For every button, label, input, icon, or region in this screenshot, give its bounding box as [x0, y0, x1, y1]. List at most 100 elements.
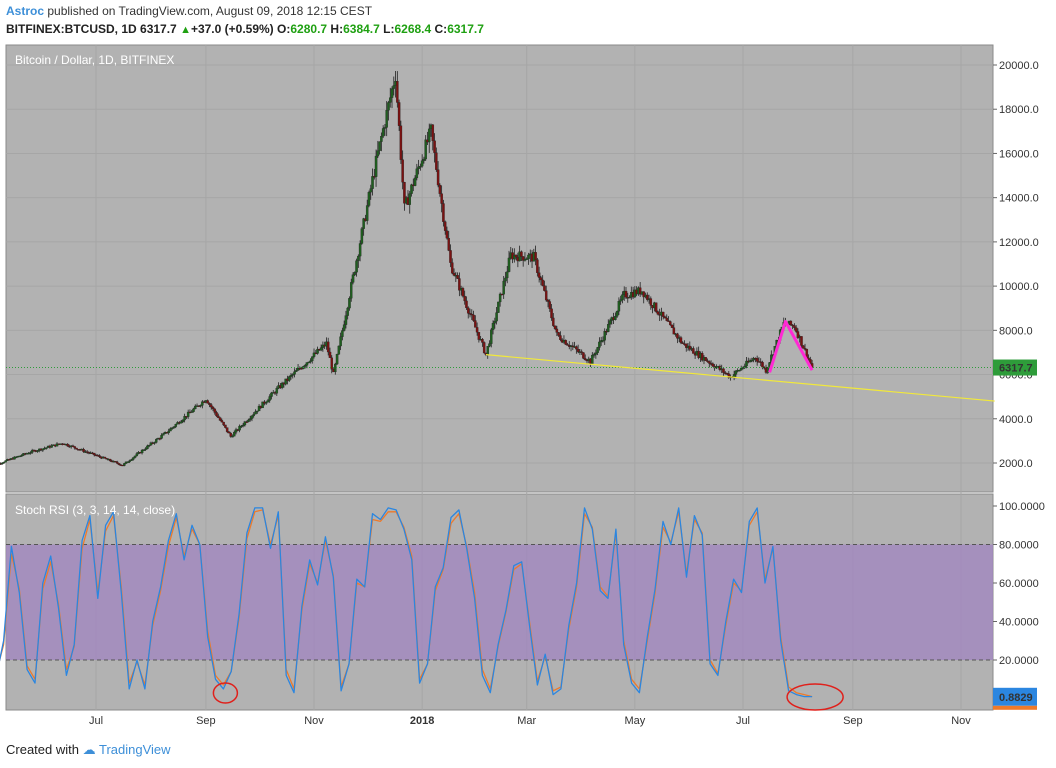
candle-body: [199, 405, 202, 407]
candle-body: [233, 432, 236, 437]
candle-body: [85, 451, 89, 453]
candle-body: [543, 285, 546, 291]
symbol-ohlc-line: BITFINEX:BTCUSD, 1D 6317.7 ▲+37.0 (+0.59…: [6, 22, 484, 36]
x-tick-label: Nov: [951, 715, 971, 727]
candle-body: [559, 335, 562, 340]
candle-body: [169, 428, 172, 432]
candle-body: [75, 447, 78, 450]
candle-body: [759, 361, 762, 363]
candle-body: [50, 445, 53, 448]
candle-body: [452, 273, 456, 276]
candle-body: [293, 371, 296, 375]
author-link[interactable]: Astroc: [6, 4, 45, 18]
candle-body: [413, 177, 417, 186]
candle-body: [108, 458, 112, 462]
candle-body: [383, 127, 387, 129]
candle-body: [234, 429, 238, 433]
last-price: 6317.7: [140, 22, 177, 36]
candle-body: [303, 365, 307, 367]
candle-body: [474, 320, 477, 328]
candle-body: [215, 412, 218, 417]
publish-info: Astroc published on TradingView.com, Aug…: [6, 4, 372, 18]
candle-body: [328, 351, 332, 358]
stoch-k-badge-label: 0.8829: [999, 692, 1033, 704]
candle-body: [507, 257, 511, 272]
candle-body: [451, 262, 454, 274]
candle-body: [537, 272, 541, 278]
candle-body: [305, 362, 309, 366]
stoch-tick-label: 60.0000: [999, 578, 1039, 590]
candle-body: [433, 140, 436, 153]
candle-body: [541, 279, 544, 286]
candle-body: [654, 302, 658, 312]
candle-body: [186, 411, 190, 417]
candle-body: [809, 359, 812, 364]
candle-body: [431, 124, 435, 141]
candle-body: [98, 455, 101, 458]
open-value: 6280.7: [290, 22, 328, 36]
candle-body: [550, 308, 553, 319]
candle-body: [114, 461, 117, 463]
candle-body: [670, 324, 674, 328]
chart-svg[interactable]: Jul Sep Nov 2018 Mar May Jul Sep Nov 20000.0 18000…: [0, 0, 1056, 735]
tradingview-brand[interactable]: TradingView: [99, 742, 171, 757]
support-trendline: [485, 354, 995, 402]
candle-body: [419, 165, 422, 168]
candle-body: [722, 368, 725, 373]
candle-body: [160, 435, 163, 439]
candle-body: [41, 448, 45, 451]
candle-body: [557, 332, 560, 336]
candle-body: [495, 312, 498, 322]
stoch-tick-label: 80.0000: [999, 540, 1039, 552]
candle-body: [642, 291, 645, 298]
candle-body: [82, 449, 85, 452]
candle-body: [369, 188, 372, 193]
candle-body: [789, 320, 793, 326]
candle-body: [289, 375, 293, 377]
candle-body: [477, 332, 481, 340]
candle-body: [245, 421, 248, 423]
price-panel[interactable]: [5, 44, 994, 493]
candle-body: [167, 430, 170, 434]
candle-body: [638, 287, 642, 295]
candle-body: [261, 401, 264, 409]
candle-body: [36, 450, 39, 452]
price-layer: [0, 71, 995, 467]
tradingview-logo-icon[interactable]: ☁: [82, 742, 96, 757]
candle-body: [181, 419, 185, 422]
candle-body: [801, 345, 805, 349]
candle-body: [337, 345, 341, 355]
candle-body: [211, 406, 215, 410]
candle-body: [470, 313, 474, 316]
price-tick-label: 2000.0: [999, 458, 1033, 470]
candle-body: [791, 324, 794, 327]
candle-body: [135, 453, 139, 457]
last-price-badge: [993, 359, 1037, 376]
candle-body: [614, 316, 617, 320]
up-arrow-icon: ▲: [180, 24, 191, 36]
price-tick-label: 14000.0: [999, 193, 1039, 205]
candle-body: [594, 352, 598, 355]
candle-body: [20, 455, 23, 457]
candle-body: [162, 433, 165, 436]
candle-body: [491, 322, 495, 330]
candle-body: [192, 408, 195, 412]
candle-body: [536, 259, 539, 273]
candle-body: [140, 449, 144, 454]
candle-body: [358, 243, 362, 257]
open-label: O:: [277, 22, 291, 36]
candle-body: [617, 301, 621, 312]
candle-body: [669, 321, 672, 326]
candle-body: [222, 421, 225, 426]
candle-body: [472, 314, 475, 321]
candle-body: [92, 452, 96, 456]
candle-body: [123, 463, 126, 466]
candle-body: [66, 443, 69, 447]
price-tick-label: 10000.0: [999, 281, 1039, 293]
candle-body: [793, 325, 796, 328]
candle-body: [500, 293, 504, 296]
candle-body: [131, 457, 135, 460]
candle-body: [438, 184, 442, 194]
candle-body: [174, 424, 178, 427]
candle-body: [256, 410, 259, 413]
